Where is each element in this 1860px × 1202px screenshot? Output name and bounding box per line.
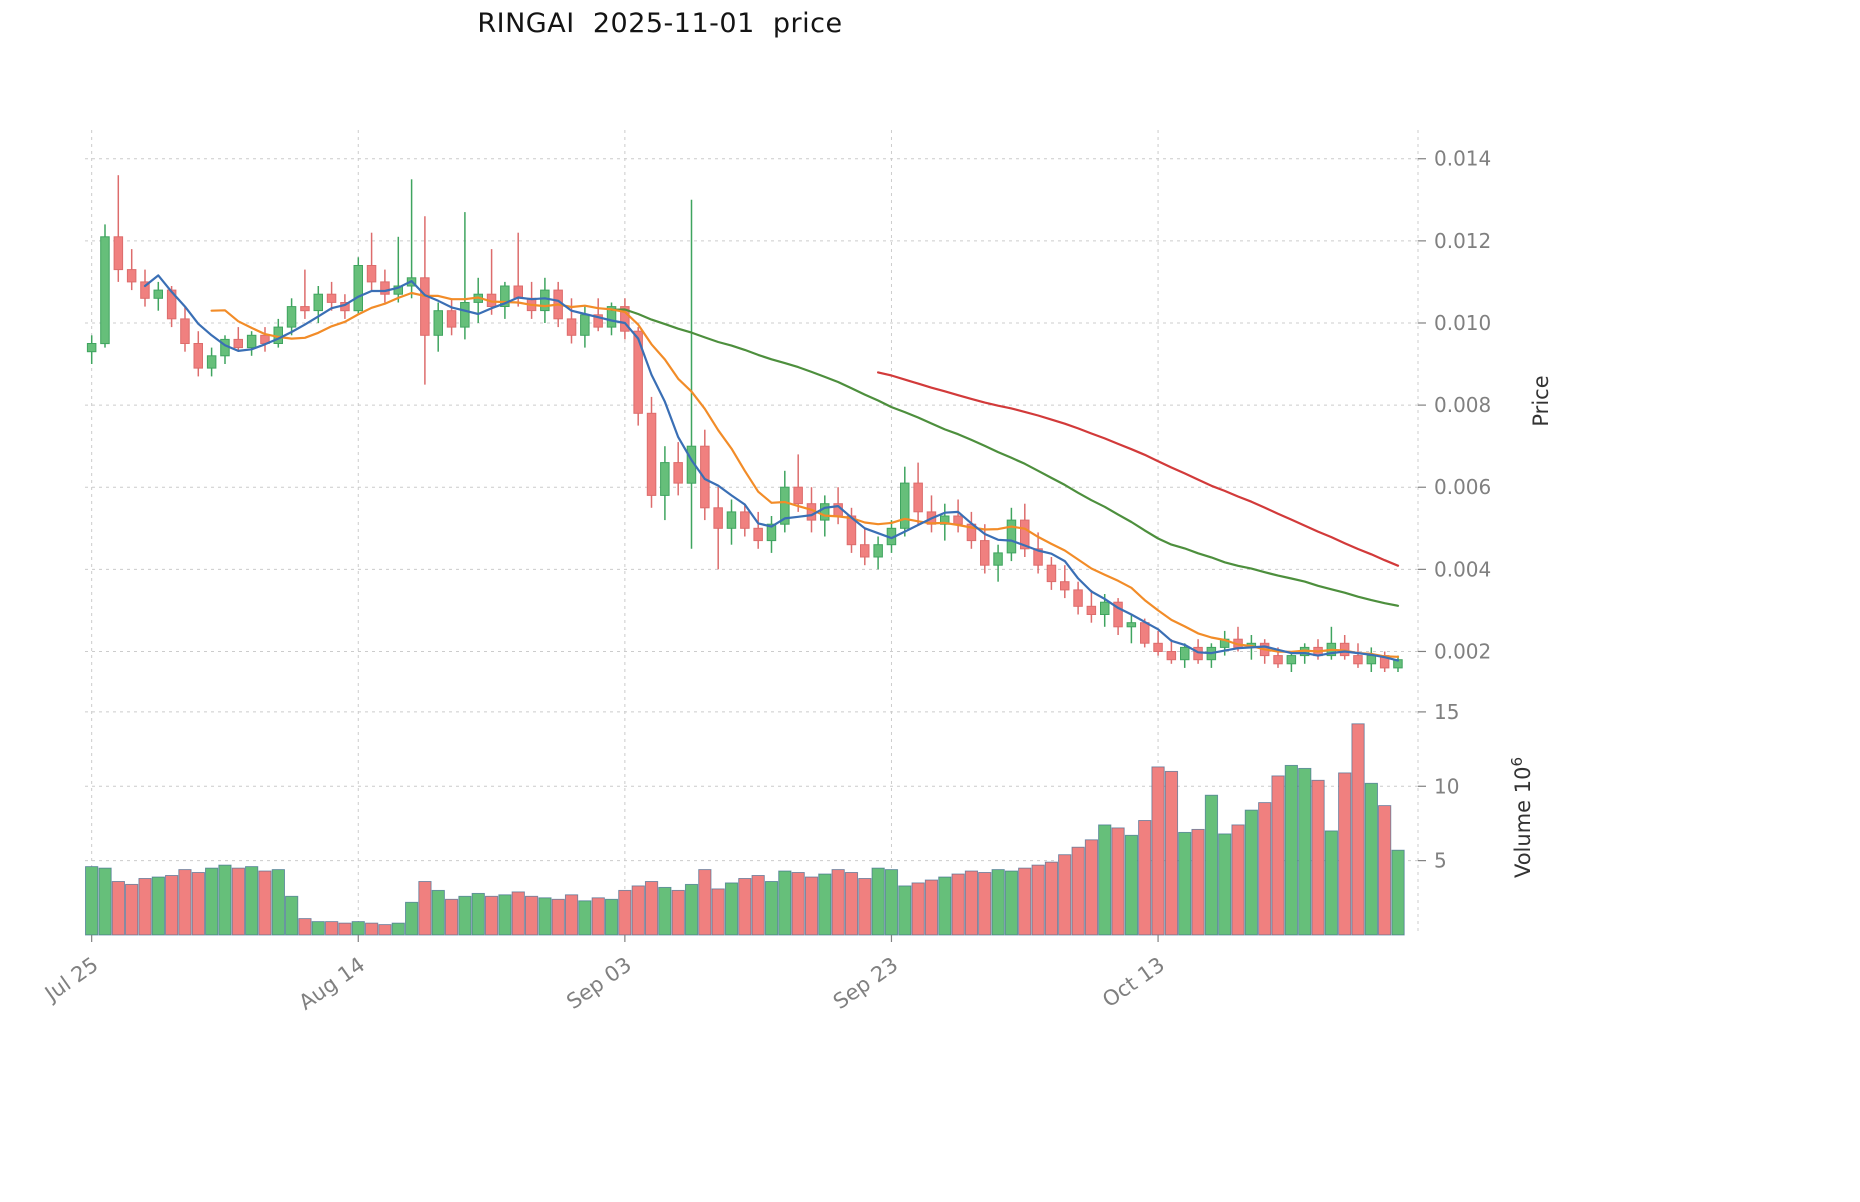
svg-text:0.008: 0.008 xyxy=(1434,393,1491,417)
volume-axis-label: Volume 106 xyxy=(1508,757,1535,878)
short-ma-line xyxy=(143,274,1400,662)
svg-text:0.012: 0.012 xyxy=(1434,229,1491,253)
long-ma-line xyxy=(610,308,1400,607)
moving-average-lines xyxy=(143,274,1400,662)
price-axis: 0.014 0.012 0.010 0.008 0.006 0.004 0.002 xyxy=(1418,147,1491,664)
svg-text:0.004: 0.004 xyxy=(1434,557,1491,581)
mid-ma-line xyxy=(210,291,1400,658)
price-axis-label: Price xyxy=(1529,375,1553,426)
volume-axis: 15 10 5 xyxy=(1418,700,1459,873)
svg-text:5: 5 xyxy=(1434,849,1447,873)
svg-text:10: 10 xyxy=(1434,774,1459,798)
svg-text:0.010: 0.010 xyxy=(1434,311,1491,335)
svg-text:0.006: 0.006 xyxy=(1434,475,1491,499)
volume-bars xyxy=(85,723,1405,936)
svg-text:0.014: 0.014 xyxy=(1434,147,1491,171)
gridlines xyxy=(85,130,1419,935)
chart-title: RINGAI 2025-11-01 price xyxy=(477,8,843,39)
svg-text:15: 15 xyxy=(1434,700,1459,724)
very-long-ma-line xyxy=(876,371,1400,567)
svg-text:0.002: 0.002 xyxy=(1434,640,1491,664)
